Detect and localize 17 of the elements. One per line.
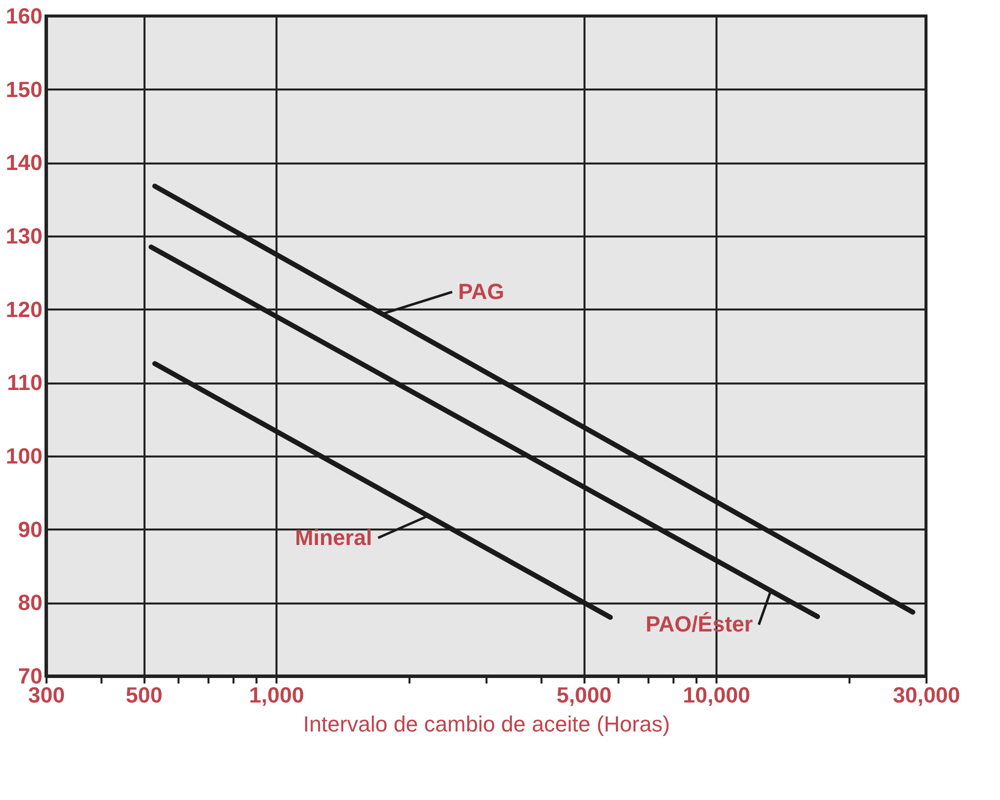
y-tick-label: 150: [6, 76, 42, 102]
x-axis-title: Intervalo de cambio de aceite (Horas): [303, 712, 670, 736]
legend-label: PAG: [458, 278, 504, 304]
y-tick-label: 100: [6, 444, 42, 468]
x-tick-label: 30,000: [892, 682, 960, 708]
x-tick-label: 500: [126, 682, 162, 708]
x-tick-label: 5,000: [556, 682, 612, 708]
x-tick-label: 10,000: [682, 682, 750, 708]
y-tick-label: 160: [6, 4, 42, 28]
y-tick-label: 140: [6, 150, 42, 176]
y-tick-label: 130: [6, 224, 42, 248]
y-tick-label: 80: [18, 590, 42, 616]
x-tick-label: 1,000: [249, 682, 304, 708]
y-tick-label: 90: [18, 516, 42, 542]
series-label: Mineral: [295, 524, 372, 550]
y-tick-label: 110: [7, 370, 42, 396]
y-tick-label: 120: [6, 296, 42, 322]
